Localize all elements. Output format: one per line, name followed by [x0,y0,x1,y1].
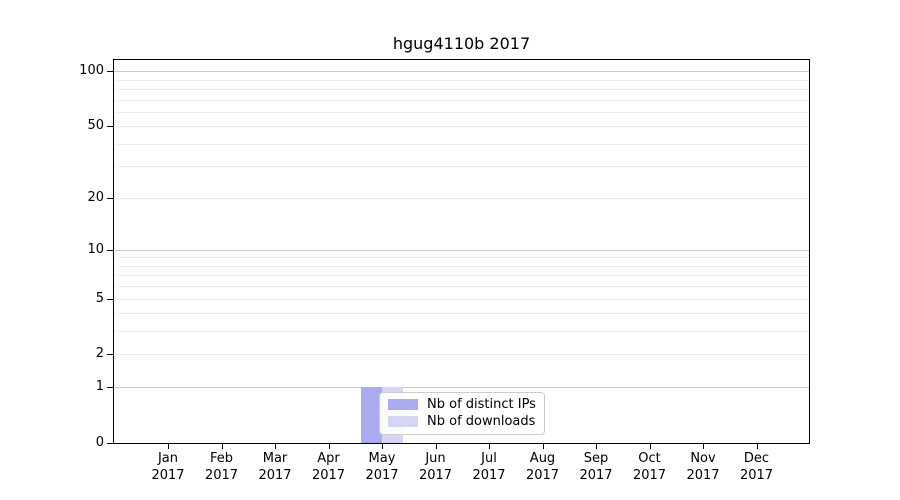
gridline-minor [114,265,809,267]
gridline-minor [114,99,809,101]
y-tick [107,298,113,300]
x-tick [596,444,597,449]
x-tick-label: Jun 2017 [418,451,453,483]
bar-distinct-ips [361,387,382,443]
x-tick [542,444,544,449]
y-tick-label: 2 [95,346,104,362]
gridline-minor [114,111,809,113]
legend: Nb of distinct IPs Nb of downloads [379,392,545,435]
x-tick-label: Jan 2017 [151,451,185,483]
gridline-major [114,249,809,251]
gridline-minor [114,313,809,315]
y-tick [107,387,113,389]
x-tick [328,444,330,449]
y-tick-label: 100 [79,63,104,79]
y-tick [107,249,113,251]
gridline-minor [114,257,809,259]
y-tick [107,443,113,444]
gridline-minor [114,331,809,333]
x-tick [649,444,651,449]
x-tick-label: Aug 2017 [525,451,560,483]
x-tick [703,444,704,449]
gridline-minor [114,79,809,81]
y-tick [107,354,113,356]
legend-label-downloads: Nb of downloads [427,414,536,429]
legend-item: Nb of downloads [388,414,536,429]
gridline-major [114,387,809,389]
gridline-minor [114,275,809,277]
gridline-minor [114,166,809,168]
x-tick-label: May 2017 [365,451,399,483]
legend-swatch-distinct-ips [388,399,418,410]
y-tick-label: 50 [87,118,104,134]
gridline-minor [114,88,809,90]
y-tick [107,197,113,199]
gridline-major [114,71,809,73]
y-tick [107,126,113,128]
x-tick [756,444,758,449]
x-tick [168,444,169,449]
x-tick-label: Nov 2017 [686,451,720,483]
chart-title: hgug4110b 2017 [392,34,531,53]
x-tick [275,444,276,449]
y-tick-label: 5 [95,290,104,306]
x-tick [382,444,383,449]
gridline-minor [114,354,809,356]
x-tick-label: Sep 2017 [579,451,613,483]
x-tick-label: Apr 2017 [311,451,346,483]
x-tick-label: Oct 2017 [632,451,667,483]
y-tick-label: 0 [95,435,104,450]
gridline-minor [114,126,809,128]
x-tick [489,444,490,449]
y-tick [107,71,113,73]
y-tick-label: 20 [87,189,104,205]
x-tick-label: Jul 2017 [472,451,506,483]
gridline-minor [114,286,809,288]
y-tick-label: 10 [87,241,104,257]
plot-area [113,59,810,444]
y-tick-label: 1 [95,379,104,395]
x-tick-label: Feb 2017 [204,451,239,483]
gridline-minor [114,197,809,199]
x-tick-label: Dec 2017 [739,451,774,483]
legend-item: Nb of distinct IPs [388,397,536,412]
x-tick [435,444,437,449]
x-tick-label: Mar 2017 [258,451,292,483]
gridline-minor [114,143,809,145]
legend-swatch-downloads [388,416,418,427]
x-tick [221,444,223,449]
legend-label-distinct-ips: Nb of distinct IPs [427,397,536,412]
gridline-minor [114,298,809,300]
